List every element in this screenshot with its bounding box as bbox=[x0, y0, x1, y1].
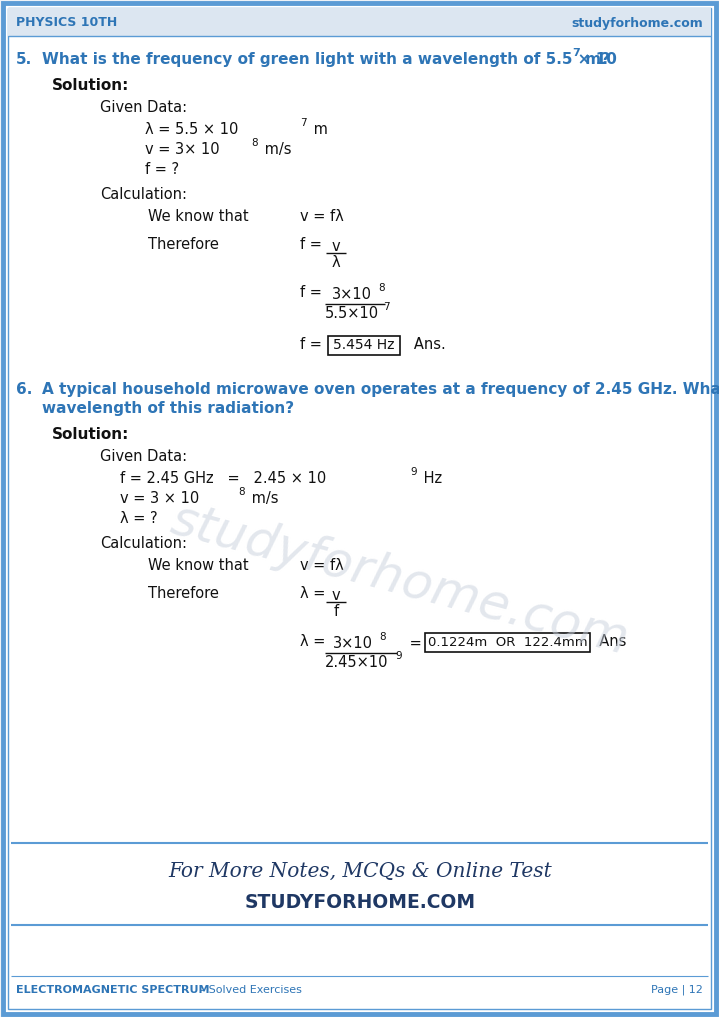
Text: f = ?: f = ? bbox=[145, 162, 179, 177]
Text: v = 3 × 10: v = 3 × 10 bbox=[120, 491, 199, 506]
Text: f =: f = bbox=[300, 285, 326, 300]
Text: λ = ?: λ = ? bbox=[120, 511, 157, 526]
Text: studyforhome.com: studyforhome.com bbox=[166, 495, 634, 664]
Text: v: v bbox=[331, 239, 340, 254]
Text: STUDYFORHOME.COM: STUDYFORHOME.COM bbox=[244, 894, 475, 912]
Text: 9: 9 bbox=[395, 651, 402, 661]
Text: A typical household microwave oven operates at a frequency of 2.45 GHz. What is : A typical household microwave oven opera… bbox=[42, 382, 719, 397]
Text: Ans: Ans bbox=[590, 634, 626, 649]
Text: 7: 7 bbox=[383, 302, 390, 312]
Text: We know that: We know that bbox=[148, 558, 249, 573]
Text: Hz: Hz bbox=[419, 471, 442, 486]
Text: Ans.: Ans. bbox=[400, 337, 446, 352]
Text: 7: 7 bbox=[300, 118, 306, 128]
FancyBboxPatch shape bbox=[8, 8, 711, 36]
Text: f: f bbox=[334, 604, 339, 619]
Text: Calculation:: Calculation: bbox=[100, 536, 187, 551]
Text: Therefore: Therefore bbox=[148, 237, 219, 252]
Text: studyforhome.com: studyforhome.com bbox=[572, 16, 703, 29]
Text: m?: m? bbox=[580, 52, 610, 67]
Text: =: = bbox=[405, 637, 426, 652]
Text: 3×10: 3×10 bbox=[333, 636, 373, 651]
FancyBboxPatch shape bbox=[425, 633, 590, 652]
Text: Solution:: Solution: bbox=[52, 78, 129, 93]
Text: wavelength of this radiation?: wavelength of this radiation? bbox=[42, 401, 294, 416]
Text: 0.1224m  OR  122.4mm: 0.1224m OR 122.4mm bbox=[428, 636, 587, 649]
Text: m/s: m/s bbox=[260, 142, 291, 157]
Text: λ: λ bbox=[331, 255, 340, 270]
Text: 8: 8 bbox=[238, 487, 244, 497]
Text: 8: 8 bbox=[251, 138, 257, 148]
Text: 2.45×10: 2.45×10 bbox=[325, 655, 388, 670]
FancyBboxPatch shape bbox=[328, 336, 400, 355]
Text: v = 3× 10: v = 3× 10 bbox=[145, 142, 219, 157]
Text: 5.454 Hz: 5.454 Hz bbox=[333, 338, 395, 352]
Text: 8: 8 bbox=[378, 283, 385, 293]
Text: 5.5×10: 5.5×10 bbox=[325, 306, 379, 321]
Text: 7: 7 bbox=[572, 48, 580, 58]
FancyBboxPatch shape bbox=[3, 3, 716, 1014]
Text: λ =: λ = bbox=[300, 634, 330, 649]
Text: f =: f = bbox=[300, 237, 326, 252]
Text: Therefore: Therefore bbox=[148, 586, 219, 601]
Text: v = fλ: v = fλ bbox=[300, 210, 344, 224]
Text: 8: 8 bbox=[379, 632, 385, 642]
Text: f = 2.45 GHz   =   2.45 × 10: f = 2.45 GHz = 2.45 × 10 bbox=[120, 471, 326, 486]
Text: We know that: We know that bbox=[148, 210, 249, 224]
Text: What is the frequency of green light with a wavelength of 5.5 × 10: What is the frequency of green light wit… bbox=[42, 52, 617, 67]
Text: Given Data:: Given Data: bbox=[100, 448, 187, 464]
Text: 6.: 6. bbox=[16, 382, 32, 397]
Text: λ = 5.5 × 10: λ = 5.5 × 10 bbox=[145, 122, 239, 137]
Text: PHYSICS 10TH: PHYSICS 10TH bbox=[16, 16, 117, 29]
Text: Solution:: Solution: bbox=[52, 427, 129, 442]
Text: 5.: 5. bbox=[16, 52, 32, 67]
Text: Page | 12: Page | 12 bbox=[651, 984, 703, 996]
Text: m: m bbox=[309, 122, 328, 137]
Text: v: v bbox=[331, 588, 340, 603]
Text: ELECTROMAGNETIC SPECTRUM: ELECTROMAGNETIC SPECTRUM bbox=[16, 985, 209, 995]
Text: m/s: m/s bbox=[247, 491, 278, 506]
Text: Calculation:: Calculation: bbox=[100, 187, 187, 202]
Text: – Solved Exercises: – Solved Exercises bbox=[196, 985, 302, 995]
Text: f =: f = bbox=[300, 337, 326, 352]
Text: 9: 9 bbox=[410, 467, 416, 477]
Text: 3×10: 3×10 bbox=[332, 287, 372, 302]
Text: λ =: λ = bbox=[300, 586, 330, 601]
Text: v = fλ: v = fλ bbox=[300, 558, 344, 573]
Text: Given Data:: Given Data: bbox=[100, 100, 187, 115]
Text: For More Notes, MCQs & Online Test: For More Notes, MCQs & Online Test bbox=[168, 861, 552, 881]
